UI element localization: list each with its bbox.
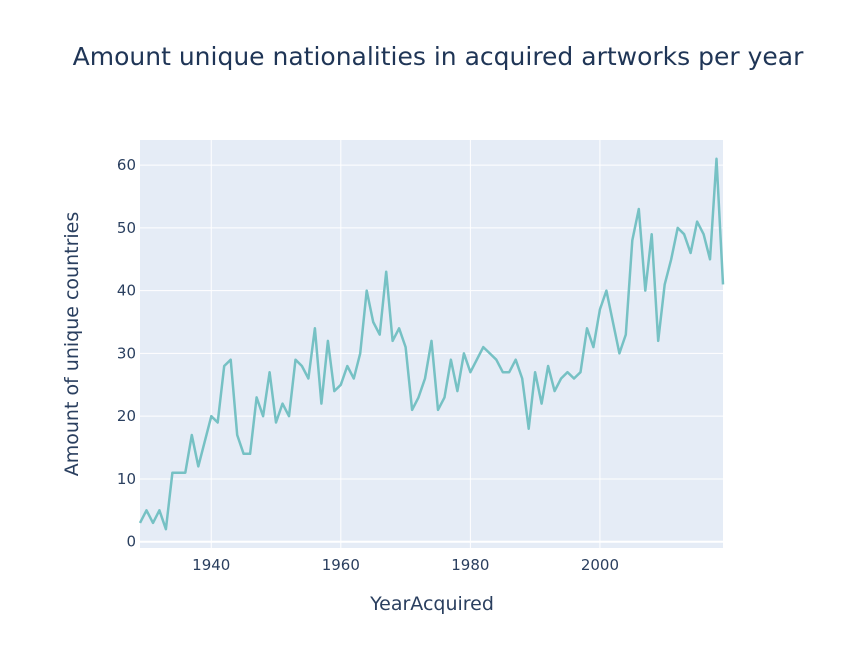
y-axis-title: Amount of unique countries (61, 212, 83, 477)
y-tick-label: 20 (117, 407, 136, 425)
x-tick-label: 1980 (451, 556, 489, 574)
chart-title: Amount unique nationalities in acquired … (73, 42, 804, 71)
x-tick-label: 1960 (322, 556, 360, 574)
y-tick-label: 40 (117, 282, 136, 300)
y-tick-label: 0 (126, 533, 136, 551)
grid-lines (140, 140, 723, 548)
y-axis-ticks: 0 10 20 30 40 50 60 (117, 156, 136, 551)
series-line (138, 157, 725, 531)
series-layer (138, 157, 725, 531)
x-axis-title: YearAcquired (369, 593, 494, 615)
y-tick-label: 30 (117, 344, 136, 362)
y-tick-label: 60 (117, 156, 136, 174)
x-tick-label: 2000 (581, 556, 619, 574)
x-axis-ticks: 1940 1960 1980 2000 (192, 556, 619, 574)
x-tick-label: 1940 (192, 556, 230, 574)
y-tick-label: 10 (117, 470, 136, 488)
y-tick-label: 50 (117, 219, 136, 237)
